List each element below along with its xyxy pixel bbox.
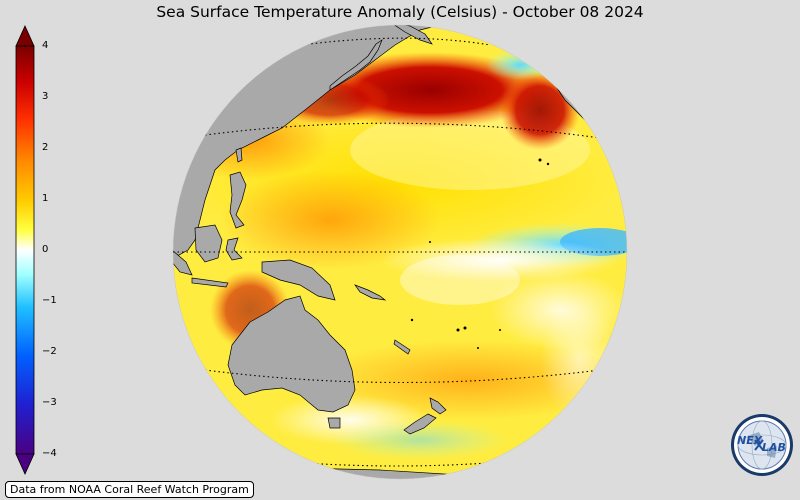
colorbar-tick-label: −4 [42,448,57,459]
svg-text:LAB: LAB [762,441,786,454]
map-title: Sea Surface Temperature Anomaly (Celsius… [156,3,644,21]
svg-text:NEX: NEX [737,434,763,447]
colorbar-tick-label: 1 [42,193,49,204]
colorbar-tick-label: 3 [42,91,49,102]
colorbar-tick-label: −1 [42,295,57,306]
land-japan [329,39,383,91]
colorbar-tick-label: −3 [42,397,57,408]
land-new-guinea [261,259,336,301]
land-kamchatka [389,25,433,45]
latitude-lines [173,37,627,467]
colorbar-tick-label: 0 [42,244,49,255]
data-credit: Data from NOAA Coral Reef Watch Program [5,481,254,498]
land-new-zealand-north [429,397,447,415]
colorbar [15,25,35,475]
land-philippines [229,171,247,229]
colorbar-tick-label: 2 [42,142,49,153]
colorbar-min-arrow [15,453,35,475]
colorbar-tick-label: 4 [42,40,49,51]
ocean-anomaly-field [173,25,627,479]
land-new-zealand-south [403,413,437,435]
land-borneo [194,224,223,263]
land-australia [227,295,356,413]
nexlab-logo: NEX LAB [731,414,793,476]
colorbar-tick-label: −2 [42,346,57,357]
